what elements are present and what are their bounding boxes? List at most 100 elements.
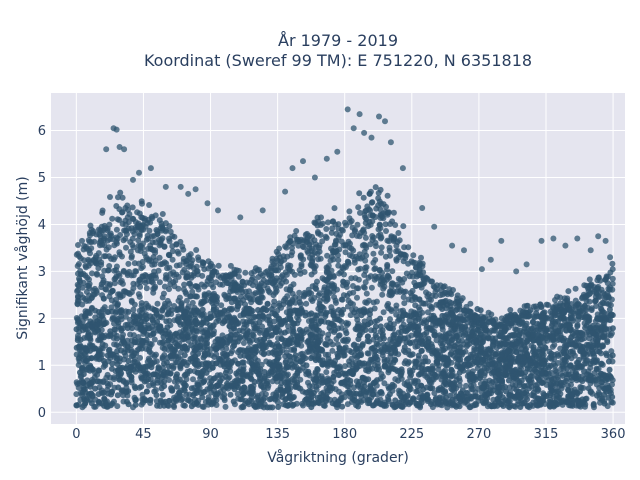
data-point <box>304 239 310 246</box>
data-point <box>317 333 324 340</box>
data-point <box>175 273 182 280</box>
data-point <box>370 250 377 257</box>
data-point <box>422 274 429 281</box>
data-point <box>311 295 318 301</box>
data-point <box>413 388 420 395</box>
data-point <box>350 289 357 296</box>
data-point <box>317 255 324 262</box>
data-point <box>394 288 400 295</box>
data-point <box>194 271 201 278</box>
data-point <box>305 379 311 386</box>
data-point <box>150 382 157 388</box>
data-point <box>83 298 90 304</box>
data-point <box>232 331 239 338</box>
data-point <box>518 337 525 344</box>
data-point <box>174 371 180 378</box>
data-point <box>285 323 292 330</box>
data-point <box>567 327 574 334</box>
data-point <box>312 285 319 292</box>
data-point <box>370 259 377 266</box>
data-point <box>400 223 407 230</box>
data-point <box>381 380 388 387</box>
data-point <box>183 273 190 280</box>
data-point <box>147 242 154 249</box>
data-point <box>451 326 458 333</box>
data-point <box>446 286 453 293</box>
data-point <box>109 316 116 323</box>
data-point <box>495 323 502 330</box>
data-point <box>209 269 216 275</box>
data-point <box>527 307 534 314</box>
data-point <box>609 352 616 359</box>
data-point <box>293 228 300 234</box>
data-point <box>400 258 407 265</box>
data-point <box>115 194 121 201</box>
data-point <box>440 347 447 354</box>
data-point <box>248 270 255 277</box>
data-point <box>364 338 371 345</box>
data-point <box>363 299 370 306</box>
data-point <box>223 277 230 284</box>
data-point <box>389 268 396 275</box>
data-point <box>365 274 372 281</box>
data-point <box>227 391 234 398</box>
data-point <box>117 279 124 286</box>
data-point <box>594 285 601 292</box>
data-point <box>205 274 212 281</box>
data-point <box>439 306 446 312</box>
data-point <box>381 283 388 290</box>
data-point <box>156 279 163 286</box>
data-point <box>608 399 615 406</box>
data-point <box>363 290 370 297</box>
data-point <box>107 194 113 200</box>
data-point <box>215 272 222 279</box>
data-point <box>173 330 180 337</box>
data-point <box>576 364 583 371</box>
data-point <box>362 234 369 241</box>
data-point <box>106 221 113 228</box>
data-point <box>348 245 355 252</box>
data-point <box>230 286 237 293</box>
data-point <box>176 294 183 301</box>
data-point <box>572 285 579 292</box>
data-point <box>297 270 304 277</box>
data-point <box>188 307 195 314</box>
data-point <box>159 355 166 362</box>
data-point <box>88 245 95 252</box>
data-point <box>376 266 383 273</box>
data-point <box>441 289 448 296</box>
data-point <box>80 270 87 277</box>
data-point <box>582 375 589 382</box>
data-point <box>331 205 338 212</box>
data-point <box>221 307 228 314</box>
data-point <box>100 295 107 302</box>
data-point <box>131 301 138 308</box>
data-point <box>206 385 213 392</box>
data-point <box>528 355 535 362</box>
data-point <box>285 240 292 247</box>
data-point <box>391 235 398 242</box>
data-point <box>419 300 426 306</box>
data-point <box>84 308 91 315</box>
data-point <box>100 363 107 370</box>
data-point <box>329 218 336 225</box>
data-point <box>555 360 561 366</box>
data-point <box>268 263 275 270</box>
data-point <box>457 356 464 363</box>
data-point <box>458 316 465 323</box>
data-point <box>88 400 95 407</box>
data-point <box>136 293 143 300</box>
data-point <box>308 271 315 278</box>
data-point <box>393 248 400 255</box>
data-point <box>161 346 168 352</box>
data-point <box>259 288 266 295</box>
data-point <box>119 292 126 299</box>
data-point <box>101 253 107 260</box>
data-point <box>383 228 389 234</box>
data-point <box>114 403 121 410</box>
data-point <box>313 244 319 251</box>
data-point <box>401 300 408 307</box>
data-point <box>146 348 153 355</box>
data-point <box>259 294 266 301</box>
data-point <box>152 257 159 264</box>
